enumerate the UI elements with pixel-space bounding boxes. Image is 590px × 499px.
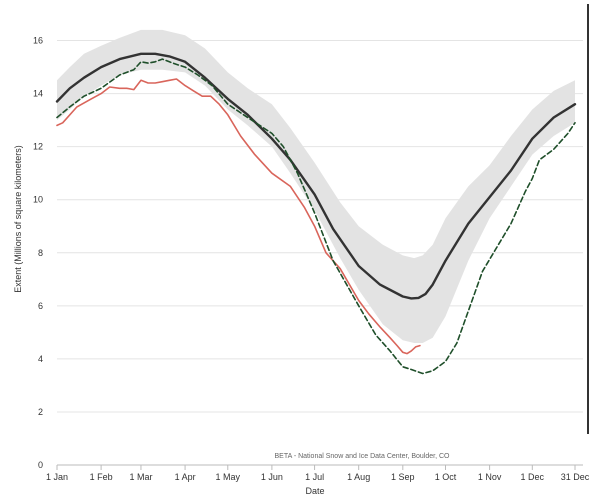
x-tick-label-4: 1 May	[216, 472, 241, 482]
x-tick-label-9: 1 Oct	[435, 472, 457, 482]
y-tick-label-10: 10	[33, 195, 43, 205]
x-tick-label-2: 1 Mar	[129, 472, 152, 482]
x-tick-label-7: 1 Aug	[347, 472, 370, 482]
y-tick-label-8: 8	[38, 248, 43, 258]
range-band-layer	[57, 29, 575, 344]
x-tick-label-11: 1 Dec	[521, 472, 545, 482]
x-tick-label-10: 1 Nov	[478, 472, 502, 482]
x-tick-label-1: 1 Feb	[90, 472, 113, 482]
axes: 0 2 4 6 8 10 12 14 16 1 Jan 1 Feb 1 Mar 1 Apr 1 May 1 …	[33, 36, 590, 482]
x-tick-label-3: 1 Apr	[175, 472, 196, 482]
y-axis-title: Extent (Millions of square kilometers)	[13, 145, 23, 293]
x-axis-title: Date	[305, 486, 324, 496]
y-tick-label-4: 4	[38, 354, 43, 364]
credit-text: BETA - National Snow and Ice Data Center…	[275, 453, 451, 460]
y-tick-label-14: 14	[33, 89, 43, 99]
y-tick-label-0: 0	[38, 460, 43, 470]
x-tick-label-12: 31 Dec	[561, 472, 590, 482]
y-tick-label-2: 2	[38, 407, 43, 417]
right-edge-rule	[587, 4, 589, 434]
y-tick-label-16: 16	[33, 36, 43, 46]
x-tick-label-0: 1 Jan	[46, 472, 68, 482]
x-tick-label-5: 1 Jun	[261, 472, 283, 482]
y-tick-label-6: 6	[38, 301, 43, 311]
x-tick-label-8: 1 Sep	[391, 472, 415, 482]
series-median-line	[55, 52, 577, 300]
x-tick-label-6: 1 Jul	[305, 472, 324, 482]
series-current-year-line	[56, 78, 421, 355]
series-dashed-year-line	[56, 58, 576, 375]
y-tick-label-12: 12	[33, 142, 43, 152]
series-range-band	[57, 29, 575, 344]
series-lines	[55, 52, 577, 375]
